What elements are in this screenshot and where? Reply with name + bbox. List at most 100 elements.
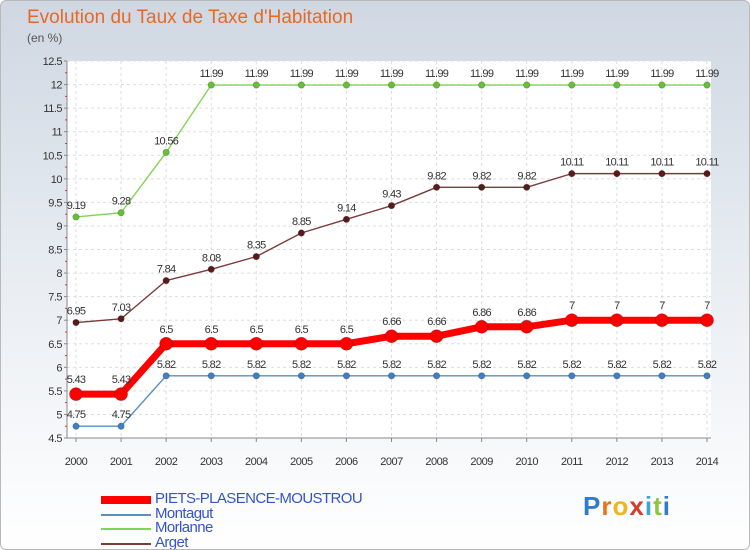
data-point: [114, 387, 128, 402]
data-point: [342, 215, 351, 223]
data-point: [159, 336, 174, 351]
data-label: 5.82: [337, 359, 356, 371]
x-tick-label: 2006: [335, 456, 358, 468]
logo-letter: t: [653, 491, 663, 521]
x-tick-label: 2005: [290, 456, 313, 468]
y-tick-label: 10.5: [43, 150, 63, 162]
data-label: 7.84: [157, 264, 176, 276]
data-point: [249, 336, 264, 351]
data-point: [387, 372, 396, 380]
data-label: 5.82: [202, 359, 221, 371]
data-point: [342, 372, 351, 380]
data-point: [429, 329, 444, 344]
data-point: [658, 81, 666, 89]
data-label: 10.11: [695, 157, 719, 169]
data-point: [72, 318, 80, 327]
y-tick-label: 11.5: [43, 103, 62, 115]
data-point: [162, 277, 170, 285]
data-point: [519, 319, 534, 334]
data-label: 8.85: [292, 216, 311, 228]
y-tick-label: 11: [52, 127, 63, 139]
data-point: [387, 202, 396, 210]
data-label: 5.82: [698, 359, 717, 371]
data-label: 11.99: [605, 68, 629, 80]
x-tick-label: 2001: [110, 456, 133, 468]
y-tick-label: 9.5: [48, 197, 62, 209]
data-point: [658, 372, 666, 380]
y-tick-label: 8.5: [48, 245, 62, 257]
data-point: [523, 372, 531, 380]
data-point: [703, 170, 711, 178]
chart-title: Evolution du Taux de Taxe d'Habitation: [27, 7, 354, 28]
logo-letter: P: [583, 491, 602, 521]
data-label: 6.86: [472, 307, 491, 319]
data-point: [478, 81, 486, 89]
y-tick-label: 5: [56, 409, 62, 421]
data-label: 6.5: [205, 324, 219, 336]
data-point: [478, 183, 486, 191]
data-point: [658, 170, 666, 178]
x-tick-label: 2002: [155, 456, 178, 468]
data-label: 5.43: [67, 374, 86, 386]
y-tick-label: 6.5: [48, 339, 62, 351]
x-tick-label: 2004: [245, 456, 268, 468]
data-label: 5.82: [608, 359, 627, 371]
data-label: 6.66: [382, 316, 401, 328]
data-label: 6.95: [67, 306, 86, 318]
logo-letter: o: [612, 491, 630, 521]
data-point: [432, 81, 441, 89]
y-tick-label: 8: [56, 268, 62, 280]
data-point: [564, 313, 579, 328]
legend-swatch: [101, 513, 151, 516]
legend-swatch: [101, 496, 151, 504]
data-label: 10.56: [154, 135, 179, 147]
data-label: 5.82: [472, 359, 491, 371]
data-label: 11.99: [200, 68, 224, 80]
data-label: 6.5: [295, 324, 309, 336]
data-point: [432, 372, 441, 380]
y-tick-label: 5.5: [48, 386, 62, 398]
data-point: [204, 336, 219, 351]
data-point: [252, 252, 260, 261]
data-point: [523, 81, 531, 89]
x-tick-label: 2003: [200, 456, 223, 468]
legend-label: Montagut: [155, 504, 213, 522]
data-label: 7: [569, 300, 575, 312]
y-tick-label: 7: [56, 315, 62, 327]
data-point: [703, 81, 711, 89]
legend-swatch: [101, 528, 151, 530]
x-tick-label: 2009: [470, 456, 493, 468]
chart-subtitle: (en %): [27, 31, 63, 45]
y-tick-label: 6: [56, 362, 62, 374]
data-point: [117, 422, 125, 430]
data-point: [474, 319, 489, 334]
data-point: [339, 336, 354, 351]
y-tick-label: 10: [51, 174, 63, 186]
y-tick-label: 12: [51, 80, 63, 92]
y-tick-label: 4.5: [48, 433, 62, 445]
data-label: 5.82: [562, 359, 581, 371]
data-point: [117, 209, 125, 217]
data-label: 5.82: [157, 359, 176, 371]
data-label: 10.11: [605, 157, 629, 169]
data-point: [432, 183, 441, 191]
data-label: 11.99: [470, 68, 494, 80]
data-point: [72, 213, 80, 221]
x-tick-label: 2010: [515, 456, 538, 468]
y-tick-label: 12.5: [43, 56, 63, 68]
data-label: 11.99: [335, 68, 359, 80]
data-point: [162, 372, 170, 380]
logo-letter: i: [644, 491, 654, 521]
data-point: [523, 183, 531, 191]
data-point: [700, 313, 714, 328]
x-tick-label: 2011: [561, 456, 583, 468]
data-label: 5.82: [653, 359, 672, 371]
data-label: 6.5: [250, 324, 264, 336]
legend-swatch: [101, 542, 151, 545]
data-label: 5.82: [427, 359, 446, 371]
data-label: 11.99: [695, 68, 719, 80]
data-label: 5.82: [292, 359, 311, 371]
data-label: 6.5: [160, 324, 174, 336]
data-label: 5.82: [382, 359, 401, 371]
